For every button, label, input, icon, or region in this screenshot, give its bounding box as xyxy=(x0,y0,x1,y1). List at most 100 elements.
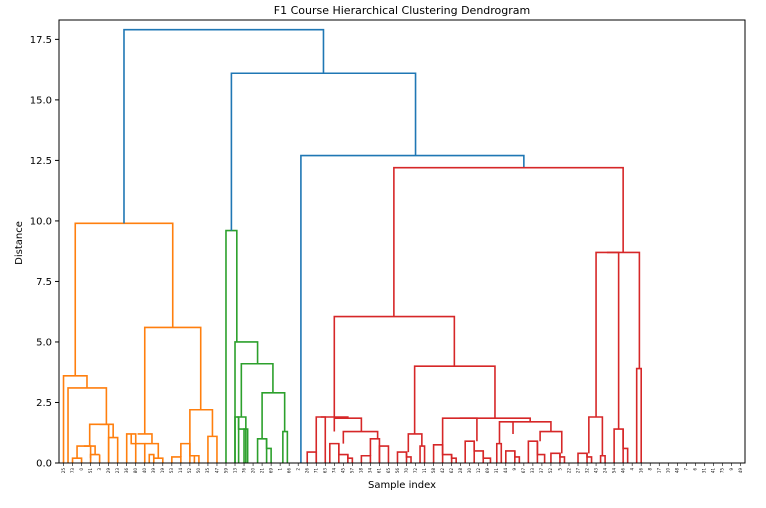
link-red xyxy=(419,445,426,463)
leaf-label: 28 xyxy=(458,468,463,474)
leaf-label: 33 xyxy=(530,468,535,474)
leaf-label: 17 xyxy=(657,468,662,474)
leaf-label: 0 xyxy=(79,468,84,471)
y-tick-label: 17.5 xyxy=(30,35,52,46)
leaf-label: 74 xyxy=(332,468,337,474)
leaf-label: 23 xyxy=(115,468,120,474)
link-red xyxy=(464,440,476,463)
y-tick-label: 12.5 xyxy=(30,156,52,167)
leaf-label: 16 xyxy=(638,468,643,474)
leaf-label: 4 xyxy=(629,468,634,471)
leaf-label: 34 xyxy=(368,468,373,474)
leaf-label: 43 xyxy=(593,468,598,474)
link-orange xyxy=(107,436,119,463)
link-red xyxy=(586,453,593,463)
leaf-label: 2 xyxy=(295,468,300,471)
y-tick-label: 0.0 xyxy=(36,459,52,470)
leaf-label: 26 xyxy=(305,468,310,474)
link-green xyxy=(237,417,247,463)
leaf-label: 66 xyxy=(286,468,291,474)
y-tick-label: 5.0 xyxy=(36,337,52,348)
link-red xyxy=(482,450,492,463)
leaf-label: 11 xyxy=(422,468,427,474)
leaf-label: 45 xyxy=(341,468,346,474)
leaf-label: 18 xyxy=(359,468,364,474)
y-axis-label: Distance xyxy=(14,221,25,265)
leaf-label: 42 xyxy=(440,468,445,474)
y-tick-label: 15.0 xyxy=(30,95,52,106)
leaf-label: 69 xyxy=(268,468,273,474)
leaf-label: 8 xyxy=(648,468,653,471)
leaf-label: 52 xyxy=(548,468,553,474)
link-red xyxy=(347,454,354,463)
link-red xyxy=(333,315,456,418)
link-red xyxy=(333,417,363,432)
link-orange xyxy=(130,433,146,463)
leaf-label: 75 xyxy=(720,468,725,474)
leaf-label: 29 xyxy=(106,468,111,474)
leaf-label: 58 xyxy=(431,468,436,474)
link-red xyxy=(405,452,412,463)
link-blue xyxy=(300,154,525,463)
leaf-label: 37 xyxy=(539,468,544,474)
leaf-label: 47 xyxy=(214,468,219,474)
leaf-label: 49 xyxy=(738,468,743,474)
leaf-label: 32 xyxy=(584,468,589,474)
link-blue xyxy=(123,28,325,224)
link-green xyxy=(265,438,272,463)
link-red xyxy=(622,429,629,463)
link-red xyxy=(450,454,457,463)
link-red xyxy=(577,452,588,463)
link-red xyxy=(360,454,372,463)
link-red xyxy=(378,445,390,463)
link-orange xyxy=(189,443,200,463)
x-axis-label: Sample index xyxy=(368,480,436,491)
link-orange xyxy=(171,456,182,463)
dendrogram-links xyxy=(62,28,642,463)
leaf-label: 22 xyxy=(566,468,571,474)
leaf-label: 27 xyxy=(575,468,580,474)
leaf-label: 36 xyxy=(124,468,129,474)
plot-frame xyxy=(58,19,746,464)
leaf-label: 57 xyxy=(350,468,355,474)
leaf-label: 19 xyxy=(160,468,165,474)
y-axis-ticks: 0.0 2.5 5.0 7.5 10.0 12.5 15.0 17.5 xyxy=(30,35,59,470)
leaf-label: 73 xyxy=(70,468,75,474)
link-orange xyxy=(137,433,153,444)
link-red xyxy=(459,417,531,422)
link-orange xyxy=(89,453,100,459)
leaf-label: 69 xyxy=(485,468,490,474)
leaf-label: 80 xyxy=(133,468,138,474)
link-orange xyxy=(144,442,160,459)
link-red xyxy=(606,251,641,369)
leaf-label: 52 xyxy=(187,468,192,474)
link-green xyxy=(282,430,289,463)
leaf-label: 31 xyxy=(702,468,707,474)
link-red xyxy=(498,421,514,444)
link-red xyxy=(495,442,503,463)
y-tick-label: 7.5 xyxy=(36,277,52,288)
link-orange xyxy=(99,423,114,438)
leaf-label: 50 xyxy=(196,468,201,474)
leaf-label: 40 xyxy=(142,468,147,474)
link-red xyxy=(407,433,423,453)
leaf-label: 25 xyxy=(61,468,66,474)
leaf-label: 48 xyxy=(675,468,680,474)
leaf-label: 31 xyxy=(494,468,499,474)
leaf-label: 13 xyxy=(232,468,237,474)
leaf-label: 12 xyxy=(476,468,481,474)
link-green xyxy=(225,229,238,463)
leaf-label: 54 xyxy=(611,468,616,474)
leaf-label: 20 xyxy=(250,468,255,474)
leaf-label: 5 xyxy=(557,468,562,471)
link-green xyxy=(236,416,247,430)
link-orange xyxy=(83,445,96,455)
link-red xyxy=(393,166,624,317)
link-red xyxy=(342,430,379,444)
link-orange xyxy=(207,435,218,463)
leaf-label: 39 xyxy=(151,468,156,474)
leaf-label: 7 xyxy=(684,468,689,471)
link-green xyxy=(234,341,259,463)
